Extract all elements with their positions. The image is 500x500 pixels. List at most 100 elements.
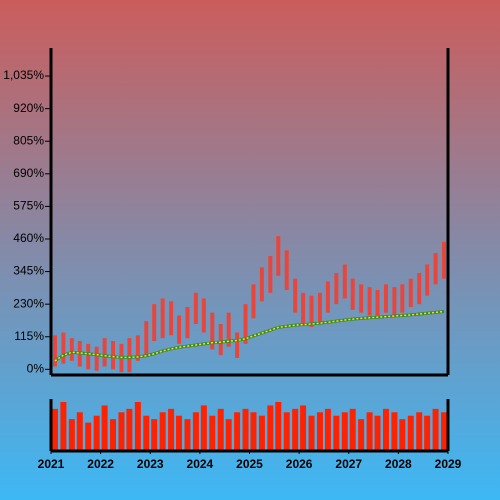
candle bbox=[235, 332, 240, 358]
candle bbox=[293, 278, 298, 313]
candle bbox=[160, 298, 165, 339]
candle bbox=[425, 264, 430, 296]
volume-bar bbox=[151, 419, 158, 450]
candle bbox=[243, 304, 248, 344]
candle bbox=[94, 346, 99, 371]
y-tick-label: 805% bbox=[13, 133, 44, 147]
candle bbox=[135, 335, 140, 361]
x-tick-label: 2026 bbox=[286, 457, 313, 471]
candle bbox=[309, 295, 314, 327]
candle bbox=[433, 253, 438, 285]
x-tick-label: 2021 bbox=[38, 457, 65, 471]
candle bbox=[193, 292, 198, 324]
candle bbox=[169, 301, 174, 336]
x-tick-label: 2028 bbox=[385, 457, 412, 471]
candle bbox=[177, 315, 182, 344]
volume-bar bbox=[118, 412, 125, 450]
volume-bar bbox=[68, 419, 75, 450]
candle bbox=[375, 289, 380, 316]
volume-bar bbox=[391, 412, 398, 450]
volume-bar bbox=[432, 408, 439, 450]
volume-bar bbox=[292, 408, 299, 450]
candle bbox=[259, 267, 264, 302]
candle bbox=[400, 284, 405, 313]
candle bbox=[317, 292, 322, 324]
volume-bar bbox=[176, 415, 183, 450]
candle bbox=[61, 332, 66, 364]
volume-bar bbox=[126, 408, 133, 450]
candle bbox=[367, 287, 372, 316]
volume-bar bbox=[358, 419, 365, 450]
volume-bar bbox=[341, 412, 348, 450]
volume-bar bbox=[424, 415, 431, 450]
y-tick-label: 230% bbox=[13, 296, 44, 310]
candle bbox=[442, 241, 447, 279]
volume-bar bbox=[192, 412, 199, 450]
candle bbox=[284, 250, 289, 290]
candle bbox=[201, 298, 206, 333]
y-tick-label: 0% bbox=[27, 362, 45, 376]
volume-bar bbox=[76, 412, 83, 450]
x-tick-label: 2025 bbox=[236, 457, 263, 471]
volume-bar bbox=[60, 402, 67, 450]
y-tick-label: 920% bbox=[13, 101, 44, 115]
candle bbox=[417, 272, 422, 305]
candle bbox=[268, 255, 273, 293]
x-tick-label: 2029 bbox=[435, 457, 462, 471]
candle bbox=[334, 272, 339, 305]
volume-bar bbox=[399, 419, 406, 450]
volume-bar bbox=[441, 412, 448, 450]
candle bbox=[152, 304, 157, 341]
candle bbox=[144, 321, 149, 356]
volume-bar bbox=[143, 415, 150, 450]
volume-bar bbox=[374, 415, 381, 450]
volume-bar bbox=[316, 412, 323, 450]
candle bbox=[226, 312, 231, 347]
y-tick-label: 345% bbox=[13, 264, 44, 278]
y-tick-label: 115% bbox=[14, 329, 44, 343]
volume-bar bbox=[168, 408, 175, 450]
volume-bar bbox=[300, 405, 307, 450]
volume-bar bbox=[324, 408, 331, 450]
volume-bar bbox=[416, 412, 423, 450]
candle bbox=[325, 281, 330, 313]
moving-average bbox=[54, 310, 445, 363]
candle bbox=[301, 292, 306, 324]
volume-bar bbox=[85, 422, 92, 450]
volume-bar bbox=[382, 408, 389, 450]
volume-bar bbox=[93, 415, 100, 450]
candle bbox=[127, 338, 132, 373]
volume-bar bbox=[258, 415, 265, 450]
volume-bar bbox=[242, 408, 249, 450]
volume-bar bbox=[217, 408, 224, 450]
candle bbox=[276, 236, 281, 276]
volume-bar bbox=[159, 412, 166, 450]
volume-bar bbox=[51, 408, 58, 450]
volume-bar bbox=[283, 412, 290, 450]
candle bbox=[102, 338, 107, 367]
y-tick-label: 1,035% bbox=[3, 68, 44, 82]
candle bbox=[350, 278, 355, 310]
volume-bar bbox=[407, 415, 414, 450]
volume-bar bbox=[134, 402, 141, 450]
candle bbox=[383, 284, 388, 313]
candle bbox=[408, 278, 413, 307]
volume-bar bbox=[200, 405, 207, 450]
volume-bar bbox=[250, 412, 257, 450]
candle bbox=[342, 264, 347, 299]
volume-bar bbox=[110, 419, 117, 450]
candle bbox=[251, 284, 256, 319]
volume-bar bbox=[275, 402, 282, 450]
volume-bar bbox=[267, 405, 274, 450]
volume-bar bbox=[184, 419, 191, 450]
candle bbox=[52, 335, 57, 367]
candle bbox=[86, 343, 91, 370]
candle bbox=[218, 323, 223, 356]
x-tick-label: 2022 bbox=[87, 457, 114, 471]
candle bbox=[69, 338, 74, 361]
volume-bar bbox=[366, 412, 373, 450]
volume-bar bbox=[308, 415, 315, 450]
volume-bar bbox=[234, 412, 241, 450]
